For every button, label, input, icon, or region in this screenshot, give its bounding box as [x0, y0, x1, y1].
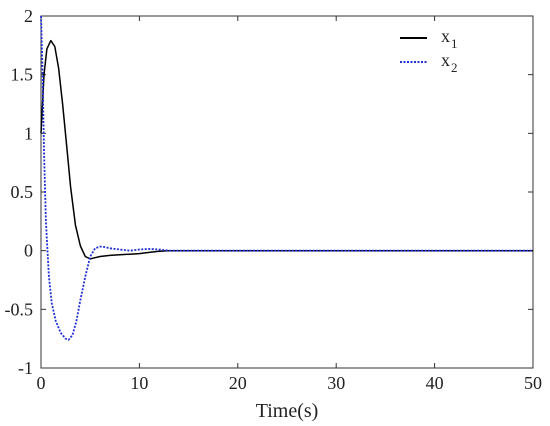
- x-tick-label: 0: [37, 373, 46, 393]
- series-group: [40, 15, 533, 341]
- plot-frame: [40, 15, 534, 369]
- y-tick-label: -1: [18, 358, 33, 378]
- x-tick-label: 40: [426, 373, 444, 393]
- series-line-x1: [40, 39, 533, 260]
- y-tick-label: -0.5: [5, 299, 34, 319]
- legend-label: x: [441, 50, 450, 70]
- legend-label-subscript: 1: [451, 36, 458, 51]
- x-axis-title: Time(s): [256, 400, 319, 422]
- series-line-x2: [40, 15, 533, 341]
- y-tick-label: 0: [24, 241, 33, 261]
- y-tick-label: 2: [24, 6, 33, 26]
- x-tick-label: 30: [327, 373, 345, 393]
- axis-ticks: 0 10 20 30 40 50 2 1.5 1 0.5 0 -0.5 -1: [5, 6, 543, 393]
- legend-label-subscript: 2: [451, 60, 458, 75]
- x-tick-label: 10: [130, 373, 148, 393]
- x-tick-label: 50: [524, 373, 542, 393]
- y-tick-label: 1.5: [11, 65, 34, 85]
- y-tick-label: 0.5: [11, 182, 34, 202]
- y-tick-label: 1: [24, 123, 33, 143]
- legend-label: x: [441, 26, 450, 46]
- legend: x 1x 2: [400, 26, 458, 75]
- x-tick-label: 20: [229, 373, 247, 393]
